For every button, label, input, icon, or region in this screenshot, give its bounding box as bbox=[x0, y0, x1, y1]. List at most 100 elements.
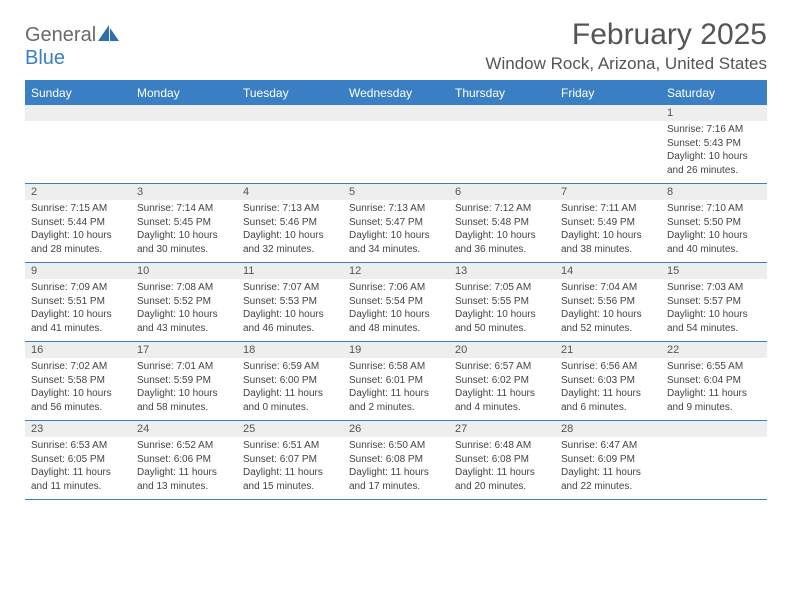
dayhead-sat: Saturday bbox=[661, 81, 767, 105]
daylight-text: Daylight: 10 hours and 32 minutes. bbox=[243, 230, 324, 255]
daylight-text: Daylight: 11 hours and 9 minutes. bbox=[667, 388, 747, 413]
sunrise-text: Sunrise: 6:50 AM bbox=[349, 440, 425, 451]
sunrise-text: Sunrise: 7:10 AM bbox=[667, 203, 743, 214]
sunrise-text: Sunrise: 7:13 AM bbox=[349, 203, 425, 214]
sunset-text: Sunset: 6:09 PM bbox=[561, 454, 635, 465]
sunrise-text: Sunrise: 6:52 AM bbox=[137, 440, 213, 451]
daynum-cell: 28 bbox=[555, 421, 661, 438]
daylight-text: Daylight: 10 hours and 52 minutes. bbox=[561, 309, 642, 334]
day-header-row: Sunday Monday Tuesday Wednesday Thursday… bbox=[25, 81, 767, 105]
daynum-cell: 23 bbox=[25, 421, 131, 438]
day-info-cell: Sunrise: 7:04 AMSunset: 5:56 PMDaylight:… bbox=[555, 279, 661, 342]
day-info-cell: Sunrise: 7:06 AMSunset: 5:54 PMDaylight:… bbox=[343, 279, 449, 342]
week-3-info: Sunrise: 7:02 AMSunset: 5:58 PMDaylight:… bbox=[25, 358, 767, 421]
sunrise-text: Sunrise: 6:57 AM bbox=[455, 361, 531, 372]
daynum-cell: 25 bbox=[237, 421, 343, 438]
sunset-text: Sunset: 6:08 PM bbox=[349, 454, 423, 465]
day-info-cell bbox=[131, 121, 237, 184]
daynum-cell bbox=[237, 105, 343, 122]
sunrise-text: Sunrise: 7:03 AM bbox=[667, 282, 743, 293]
daynum-cell bbox=[449, 105, 555, 122]
logo-text-general: General bbox=[25, 24, 96, 46]
day-info-cell bbox=[661, 437, 767, 500]
daylight-text: Daylight: 10 hours and 46 minutes. bbox=[243, 309, 324, 334]
daylight-text: Daylight: 11 hours and 17 minutes. bbox=[349, 467, 429, 492]
sunset-text: Sunset: 5:51 PM bbox=[31, 296, 105, 307]
daynum-cell bbox=[343, 105, 449, 122]
sunrise-text: Sunrise: 6:53 AM bbox=[31, 440, 107, 451]
day-info-cell: Sunrise: 7:05 AMSunset: 5:55 PMDaylight:… bbox=[449, 279, 555, 342]
sunrise-text: Sunrise: 7:13 AM bbox=[243, 203, 319, 214]
sunset-text: Sunset: 5:53 PM bbox=[243, 296, 317, 307]
sunset-text: Sunset: 5:43 PM bbox=[667, 138, 741, 149]
sunrise-text: Sunrise: 6:48 AM bbox=[455, 440, 531, 451]
sunrise-text: Sunrise: 7:07 AM bbox=[243, 282, 319, 293]
day-info-cell: Sunrise: 7:13 AM Sunset: 5:46 PM Daylight:… bbox=[237, 200, 343, 263]
day-info-cell: Sunrise: 6:59 AMSunset: 6:00 PMDaylight:… bbox=[237, 358, 343, 421]
sunset-text: Sunset: 5:55 PM bbox=[455, 296, 529, 307]
sail-icon bbox=[98, 25, 120, 46]
day-info-cell: Sunrise: 7:08 AMSunset: 5:52 PMDaylight:… bbox=[131, 279, 237, 342]
daylight-text: Daylight: 11 hours and 4 minutes. bbox=[455, 388, 535, 413]
logo-text-blue: Blue bbox=[25, 47, 65, 69]
daylight-text: Daylight: 10 hours and 54 minutes. bbox=[667, 309, 748, 334]
daylight-text: Daylight: 10 hours and 38 minutes. bbox=[561, 230, 642, 255]
logo: General Blue bbox=[25, 18, 120, 70]
day-info-cell: Sunrise: 7:01 AMSunset: 5:59 PMDaylight:… bbox=[131, 358, 237, 421]
sunset-text: Sunset: 6:01 PM bbox=[349, 375, 423, 386]
sunset-text: Sunset: 5:56 PM bbox=[561, 296, 635, 307]
day-info-cell: Sunrise: 6:52 AMSunset: 6:06 PMDaylight:… bbox=[131, 437, 237, 500]
week-4-daynums: 23 24 25 26 27 28 bbox=[25, 421, 767, 438]
sunset-text: Sunset: 5:47 PM bbox=[349, 217, 423, 228]
daylight-text: Daylight: 11 hours and 6 minutes. bbox=[561, 388, 641, 413]
sunrise-text: Sunrise: 7:15 AM bbox=[31, 203, 107, 214]
daylight-text: Daylight: 10 hours and 40 minutes. bbox=[667, 230, 748, 255]
daylight-text: Daylight: 10 hours and 26 minutes. bbox=[667, 151, 748, 176]
day-info-cell: Sunrise: 7:12 AMSunset: 5:48 PMDaylight:… bbox=[449, 200, 555, 263]
location-text: Window Rock, Arizona, United States bbox=[485, 54, 767, 74]
daynum-cell: 18 bbox=[237, 342, 343, 359]
daylight-text: Daylight: 11 hours and 0 minutes. bbox=[243, 388, 323, 413]
sunrise-text: Sunrise: 6:47 AM bbox=[561, 440, 637, 451]
daynum-cell: 16 bbox=[25, 342, 131, 359]
sunset-text: Sunset: 5:48 PM bbox=[455, 217, 529, 228]
sunset-text: Sunset: 5:54 PM bbox=[349, 296, 423, 307]
week-0-info: Sunrise: 7:16 AMSunset: 5:43 PMDaylight:… bbox=[25, 121, 767, 184]
daynum-cell bbox=[131, 105, 237, 122]
sunset-text: Sunset: 6:06 PM bbox=[137, 454, 211, 465]
day-info-cell: Sunrise: 6:58 AMSunset: 6:01 PMDaylight:… bbox=[343, 358, 449, 421]
week-3-daynums: 16 17 18 19 20 21 22 bbox=[25, 342, 767, 359]
sunset-text: Sunset: 5:46 PM bbox=[243, 217, 317, 228]
day-info-cell bbox=[25, 121, 131, 184]
daynum-cell bbox=[661, 421, 767, 438]
sunset-text: Sunset: 5:45 PM bbox=[137, 217, 211, 228]
daynum-cell: 10 bbox=[131, 263, 237, 280]
daylight-text: Daylight: 10 hours and 28 minutes. bbox=[31, 230, 112, 255]
sunrise-text: Sunrise: 7:09 AM bbox=[31, 282, 107, 293]
sunset-text: Sunset: 5:59 PM bbox=[137, 375, 211, 386]
day-info-cell bbox=[449, 121, 555, 184]
sunset-text: Sunset: 6:00 PM bbox=[243, 375, 317, 386]
daynum-cell: 20 bbox=[449, 342, 555, 359]
daynum-cell: 4 bbox=[237, 184, 343, 201]
daylight-text: Daylight: 10 hours and 50 minutes. bbox=[455, 309, 536, 334]
day-info-cell: Sunrise: 6:56 AMSunset: 6:03 PMDaylight:… bbox=[555, 358, 661, 421]
day-info-cell: Sunrise: 6:47 AMSunset: 6:09 PMDaylight:… bbox=[555, 437, 661, 500]
week-1-info: Sunrise: 7:15 AMSunset: 5:44 PMDaylight:… bbox=[25, 200, 767, 263]
day-info-cell bbox=[343, 121, 449, 184]
daynum-cell: 17 bbox=[131, 342, 237, 359]
day-info-cell: Sunrise: 7:11 AMSunset: 5:49 PMDaylight:… bbox=[555, 200, 661, 263]
daylight-text: Daylight: 11 hours and 20 minutes. bbox=[455, 467, 535, 492]
day-info-cell: Sunrise: 7:13 AMSunset: 5:47 PMDaylight:… bbox=[343, 200, 449, 263]
daynum-cell: 27 bbox=[449, 421, 555, 438]
day-info-cell bbox=[555, 121, 661, 184]
daynum-cell: 8 bbox=[661, 184, 767, 201]
daynum-cell: 6 bbox=[449, 184, 555, 201]
daynum-cell: 24 bbox=[131, 421, 237, 438]
daylight-text: Daylight: 10 hours and 48 minutes. bbox=[349, 309, 430, 334]
sunset-text: Sunset: 6:07 PM bbox=[243, 454, 317, 465]
daynum-cell bbox=[25, 105, 131, 122]
day-info-cell: Sunrise: 7:07 AM Sunset: 5:53 PM Daylight:… bbox=[237, 279, 343, 342]
sunrise-text: Sunrise: 7:08 AM bbox=[137, 282, 213, 293]
sunrise-text: Sunrise: 6:55 AM bbox=[667, 361, 743, 372]
